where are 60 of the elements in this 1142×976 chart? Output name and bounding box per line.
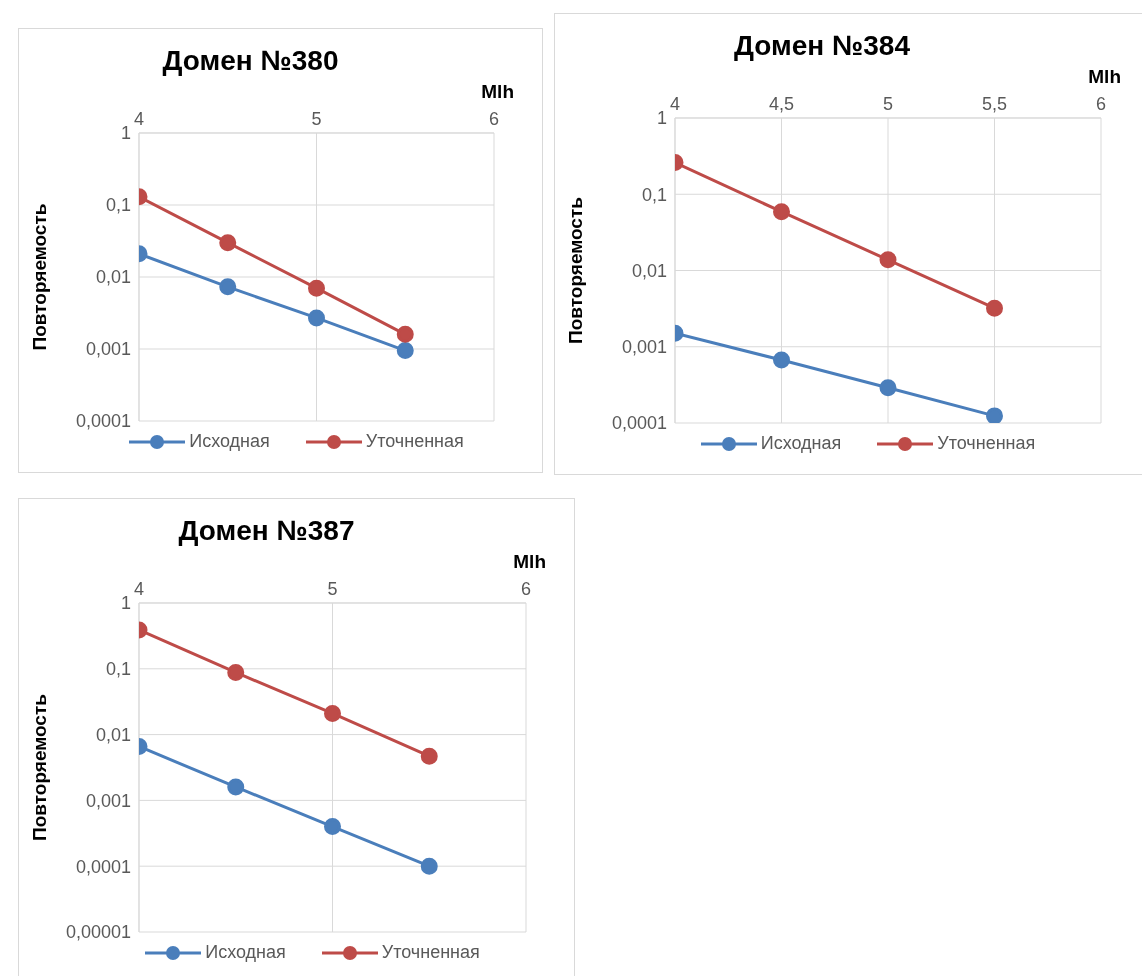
y-tick-label: 0,01 — [95, 267, 131, 288]
legend-label: Исходная — [205, 942, 286, 963]
chart-title: Домен №384 — [734, 30, 910, 61]
point — [773, 351, 790, 369]
point — [308, 309, 325, 327]
x-tick-label: 5,5 — [981, 94, 1008, 114]
point — [879, 379, 897, 397]
point — [986, 407, 1003, 423]
point — [986, 299, 1003, 317]
y-tick-label: 1 — [120, 123, 131, 144]
x-tick-label: 4 — [669, 94, 681, 114]
x-tick-label: 4,5 — [768, 94, 795, 114]
y-tick-label: 0,01 — [631, 260, 667, 281]
point — [227, 778, 245, 796]
x-axis-title: Mlh — [1088, 66, 1121, 88]
point — [219, 234, 237, 252]
point — [396, 325, 414, 343]
legend-label: Исходная — [760, 433, 842, 454]
y-tick-label: 0,001 — [85, 339, 131, 360]
x-axis-title: Mlh — [513, 551, 546, 573]
point — [773, 203, 790, 221]
x-tick-label: 5 — [327, 579, 338, 599]
legend-label: Уточненная — [381, 942, 480, 963]
chart-title: Домен №380 — [162, 45, 339, 76]
point — [324, 704, 341, 722]
x-tick-label: 6 — [1095, 94, 1107, 114]
y-tick-label: 0,00001 — [65, 922, 131, 943]
point — [420, 857, 438, 875]
x-tick-label: 6 — [488, 109, 500, 129]
x-tick-label: 5 — [882, 94, 894, 114]
y-tick-label: 0,0001 — [75, 856, 131, 877]
chart-title: Домен №387 — [178, 515, 355, 546]
point — [879, 251, 897, 269]
y-tick-label: 0,001 — [85, 790, 131, 811]
y-tick-label: 0,0001 — [611, 413, 667, 434]
x-tick-label: 4 — [133, 579, 145, 599]
legend-label: Уточненная — [937, 433, 1036, 454]
x-tick-label: 6 — [520, 579, 532, 599]
y-tick-label: 0,1 — [105, 659, 131, 680]
point — [324, 818, 341, 836]
y-axis-title: Повторяемость — [564, 197, 586, 344]
y-tick-label: 0,01 — [95, 724, 131, 745]
point — [396, 342, 414, 360]
point — [420, 747, 438, 765]
y-axis-title: Повторяемость — [28, 694, 50, 841]
legend-label: Исходная — [189, 431, 270, 452]
point — [219, 278, 237, 296]
y-tick-label: 0,1 — [641, 184, 667, 205]
y-axis-title: Повторяемость — [28, 203, 50, 351]
y-tick-label: 0,001 — [621, 337, 667, 358]
legend-label: Уточненная — [365, 431, 464, 452]
y-tick-label: 1 — [120, 593, 131, 614]
point — [227, 663, 245, 681]
x-tick-label: 4 — [133, 109, 145, 129]
y-tick-label: 0,0001 — [75, 411, 131, 432]
y-tick-label: 1 — [656, 108, 667, 129]
x-axis-title: Mlh — [481, 81, 514, 103]
x-tick-label: 5 — [311, 109, 322, 129]
point — [308, 279, 325, 297]
y-tick-label: 0,1 — [105, 195, 131, 216]
